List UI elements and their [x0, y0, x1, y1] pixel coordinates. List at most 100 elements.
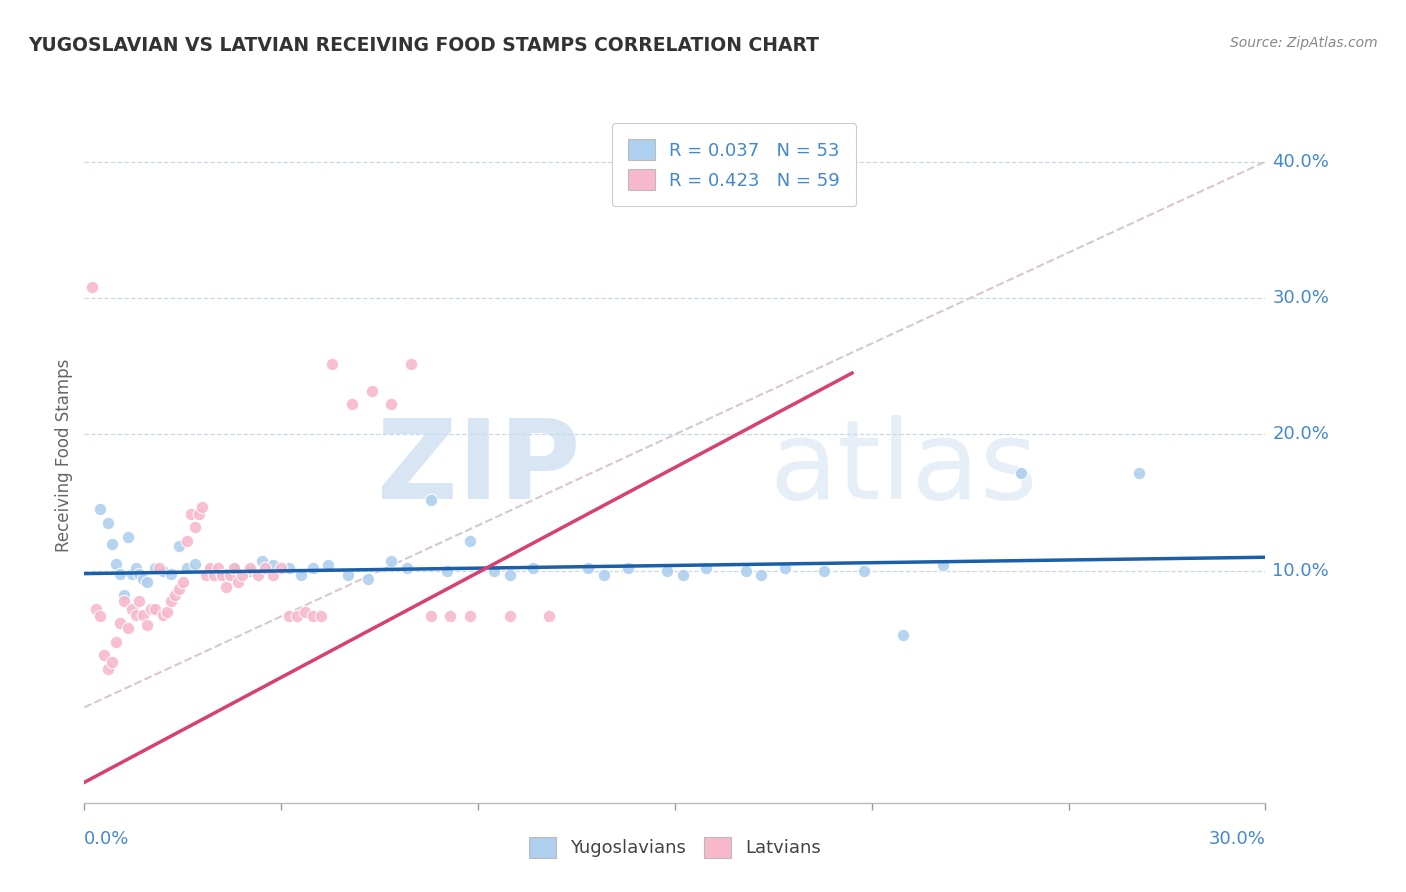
- Point: [143, 602, 166, 616]
- Point: [207, 561, 229, 575]
- Point: [104, 557, 127, 571]
- Point: [655, 564, 678, 578]
- Text: YUGOSLAVIAN VS LATVIAN RECEIVING FOOD STAMPS CORRELATION CHART: YUGOSLAVIAN VS LATVIAN RECEIVING FOOD ST…: [28, 36, 820, 54]
- Point: [290, 568, 312, 582]
- Point: [695, 561, 717, 575]
- Text: 40.0%: 40.0%: [1272, 153, 1329, 170]
- Point: [1010, 466, 1032, 480]
- Point: [734, 564, 756, 578]
- Point: [239, 564, 262, 578]
- Point: [270, 561, 292, 575]
- Y-axis label: Receiving Food Stamps: Receiving Food Stamps: [55, 359, 73, 551]
- Point: [396, 561, 419, 575]
- Text: atlas: atlas: [769, 416, 1038, 523]
- Point: [239, 561, 262, 575]
- Point: [340, 397, 363, 411]
- Legend: Yugoslavians, Latvians: Yugoslavians, Latvians: [512, 821, 838, 874]
- Point: [156, 605, 179, 619]
- Point: [200, 564, 222, 578]
- Point: [132, 607, 155, 622]
- Point: [143, 561, 166, 575]
- Point: [309, 608, 332, 623]
- Point: [458, 533, 481, 548]
- Point: [285, 608, 308, 623]
- Point: [593, 568, 616, 582]
- Point: [419, 608, 441, 623]
- Point: [931, 558, 953, 573]
- Point: [301, 561, 323, 575]
- Point: [278, 561, 301, 575]
- Point: [176, 533, 198, 548]
- Point: [128, 566, 150, 581]
- Point: [183, 557, 205, 571]
- Point: [128, 594, 150, 608]
- Point: [112, 589, 135, 603]
- Point: [226, 574, 249, 589]
- Point: [337, 568, 360, 582]
- Point: [458, 608, 481, 623]
- Point: [616, 561, 638, 575]
- Point: [160, 594, 183, 608]
- Text: 0.0%: 0.0%: [84, 830, 129, 847]
- Text: Source: ZipAtlas.com: Source: ZipAtlas.com: [1230, 36, 1378, 50]
- Point: [136, 574, 159, 589]
- Point: [576, 561, 599, 575]
- Point: [141, 602, 163, 616]
- Point: [124, 561, 146, 575]
- Text: 20.0%: 20.0%: [1272, 425, 1329, 443]
- Point: [262, 558, 284, 573]
- Point: [773, 561, 796, 575]
- Point: [121, 566, 143, 581]
- Point: [278, 608, 301, 623]
- Point: [93, 648, 115, 663]
- Text: 30.0%: 30.0%: [1272, 289, 1329, 307]
- Point: [97, 662, 120, 676]
- Point: [152, 564, 174, 578]
- Point: [148, 561, 170, 575]
- Point: [357, 572, 380, 586]
- Point: [380, 397, 402, 411]
- Point: [318, 558, 340, 573]
- Point: [215, 566, 238, 581]
- Point: [672, 568, 695, 582]
- Point: [183, 520, 205, 534]
- Point: [751, 568, 773, 582]
- Point: [84, 602, 107, 616]
- Point: [163, 589, 186, 603]
- Point: [121, 602, 143, 616]
- Point: [522, 561, 544, 575]
- Point: [101, 536, 124, 550]
- Point: [222, 561, 245, 575]
- Point: [136, 618, 159, 632]
- Point: [294, 605, 316, 619]
- Text: 10.0%: 10.0%: [1272, 562, 1329, 580]
- Point: [321, 357, 343, 371]
- Point: [160, 566, 183, 581]
- Point: [202, 568, 225, 582]
- Point: [231, 568, 253, 582]
- Point: [211, 568, 233, 582]
- Point: [262, 568, 284, 582]
- Point: [436, 564, 458, 578]
- Point: [498, 568, 520, 582]
- Point: [419, 492, 441, 507]
- Point: [117, 530, 139, 544]
- Point: [117, 621, 139, 635]
- Point: [537, 608, 560, 623]
- Point: [112, 594, 135, 608]
- Point: [97, 516, 120, 530]
- Point: [360, 384, 382, 398]
- Point: [1128, 466, 1150, 480]
- Point: [222, 561, 245, 575]
- Point: [89, 608, 111, 623]
- Point: [152, 607, 174, 622]
- Point: [399, 357, 422, 371]
- Point: [176, 561, 198, 575]
- Point: [891, 628, 914, 642]
- Point: [254, 561, 277, 575]
- Point: [167, 539, 190, 553]
- Point: [498, 608, 520, 623]
- Point: [101, 655, 124, 669]
- Point: [108, 615, 131, 630]
- Point: [219, 568, 242, 582]
